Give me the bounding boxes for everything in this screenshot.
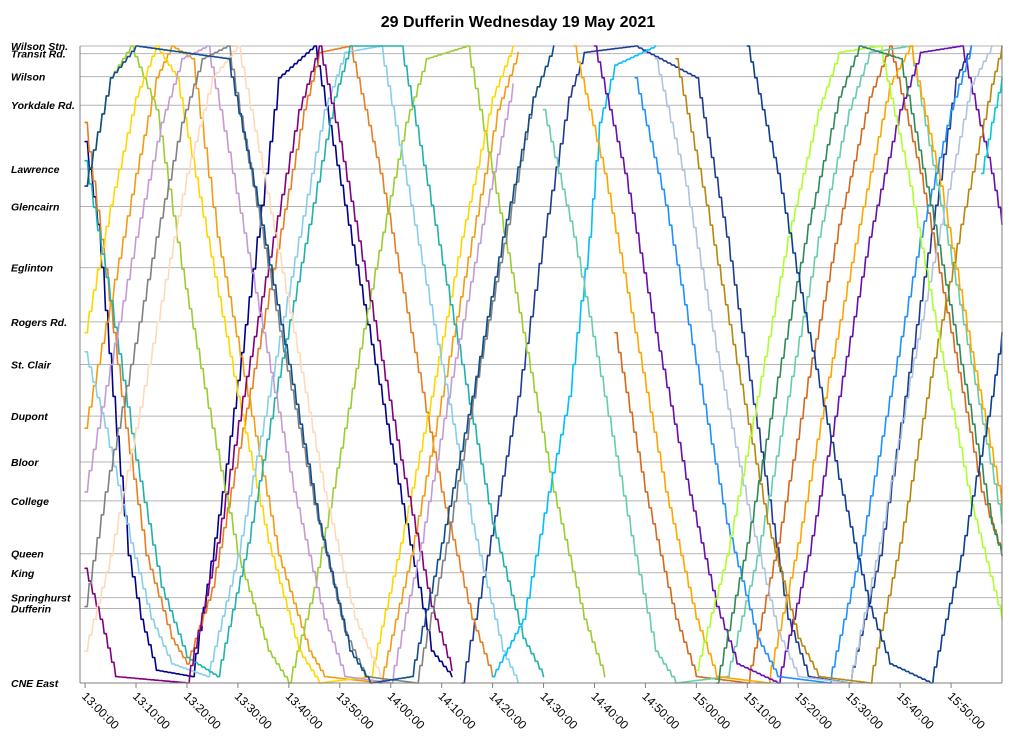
stop-label: Dufferin bbox=[11, 603, 51, 615]
bus-trip-line bbox=[542, 45, 1003, 684]
x-tick-label: 15:10:00 bbox=[741, 689, 784, 732]
x-tick-label: 15:40:00 bbox=[894, 689, 937, 732]
x-tick-label: 15:30:00 bbox=[843, 689, 886, 732]
bus-trip-line bbox=[84, 45, 382, 678]
x-tick-label: 13:30:00 bbox=[232, 689, 275, 732]
x-tick-label: 15:00:00 bbox=[690, 689, 733, 732]
bus-trip-line bbox=[84, 45, 494, 678]
x-tick-label: 14:40:00 bbox=[588, 689, 631, 732]
bus-trip-line bbox=[491, 45, 657, 678]
stop-label: Springhurst bbox=[11, 593, 71, 605]
x-tick-label: 14:30:00 bbox=[537, 689, 580, 732]
bus-trip-line bbox=[593, 45, 1003, 684]
stop-label: College bbox=[11, 496, 49, 508]
bus-trip-line bbox=[84, 45, 514, 684]
stop-label: Bloor bbox=[11, 457, 39, 469]
x-tick-label: 13:20:00 bbox=[181, 689, 224, 732]
x-tick-label: 14:50:00 bbox=[639, 689, 682, 732]
stop-label: Transit Rd. bbox=[11, 49, 66, 61]
bus-trip-line bbox=[634, 45, 973, 684]
bus-trip-line bbox=[654, 45, 993, 684]
stop-label: Wilson Stn. bbox=[11, 41, 68, 53]
bus-trip-line bbox=[84, 45, 535, 684]
stop-label: King bbox=[11, 568, 35, 580]
bus-trip-line bbox=[675, 45, 1003, 684]
bus-trip-line bbox=[84, 45, 555, 684]
x-tick-label: 13:10:00 bbox=[130, 689, 173, 732]
stop-label: Eglinton bbox=[11, 263, 53, 275]
chart-title: 29 Dufferin Wednesday 19 May 2021 bbox=[381, 14, 656, 31]
bus-trip-line bbox=[84, 45, 514, 684]
bus-trip-line bbox=[84, 45, 606, 684]
stop-label: Dupont bbox=[11, 411, 48, 423]
stop-labels: Wilson Stn.Transit Rd. Wilson Yorkdale Rd.… bbox=[11, 41, 75, 690]
stop-label: St. Clair bbox=[11, 360, 52, 372]
bus-trip-line bbox=[715, 45, 1003, 684]
stop-label: CNE East bbox=[11, 678, 59, 690]
stop-label: Queen bbox=[11, 549, 44, 561]
bus-trip-line bbox=[84, 45, 453, 684]
bus-trip-line bbox=[980, 77, 1003, 175]
x-tick-label: 15:20:00 bbox=[792, 689, 835, 732]
x-tick-label: 14:00:00 bbox=[385, 689, 428, 732]
bus-trip-line bbox=[461, 45, 973, 684]
bus-trip-line bbox=[746, 45, 1003, 684]
x-tick-label: 13:00:00 bbox=[79, 689, 122, 732]
stop-label: Lawrence bbox=[11, 164, 60, 176]
stop-label: Glencairn bbox=[11, 202, 59, 214]
bus-trip-line bbox=[84, 45, 519, 684]
x-tick-label: 15:50:00 bbox=[945, 689, 988, 732]
stop-label: Wilson bbox=[11, 72, 45, 84]
bus-trip-line bbox=[695, 45, 1003, 672]
x-tick-label: 14:10:00 bbox=[436, 689, 479, 732]
stop-label: Yorkdale Rd. bbox=[11, 100, 75, 112]
bus-trips bbox=[84, 45, 1003, 684]
stop-label: Rogers Rd. bbox=[11, 317, 67, 329]
x-tick-label: 13:40:00 bbox=[283, 689, 326, 732]
bus-trip-line bbox=[84, 45, 453, 678]
x-tick-label: 14:20:00 bbox=[486, 689, 529, 732]
x-tick-label: 13:50:00 bbox=[334, 689, 377, 732]
bus-trip-line bbox=[84, 45, 545, 678]
stop-gridlines bbox=[80, 45, 1002, 684]
bus-trip-line bbox=[614, 45, 1003, 684]
